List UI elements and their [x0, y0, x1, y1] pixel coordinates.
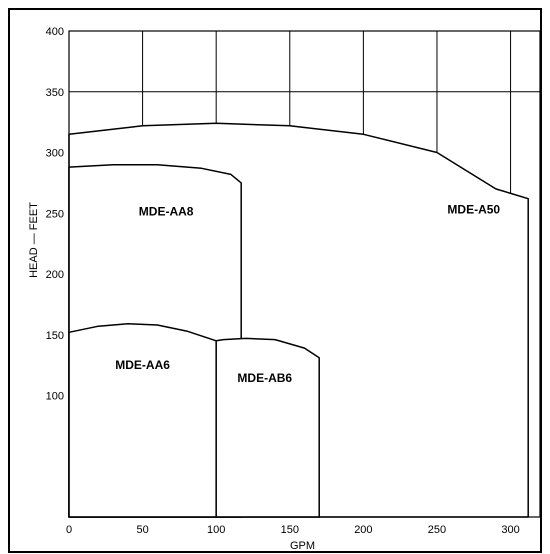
y-tick-label: 350: [46, 87, 64, 99]
region-label-mde-a50: MDE-A50: [447, 202, 500, 216]
y-axis-title: HEAD — FEET: [28, 202, 40, 278]
region-label-mde-aa8: MDE-AA8: [139, 205, 194, 219]
x-tick-label: 200: [354, 524, 372, 536]
x-tick-label: 0: [66, 524, 72, 536]
region-label-mde-ab6: MDE-AB6: [237, 371, 292, 385]
region-label-mde-aa6: MDE-AA6: [115, 358, 170, 372]
y-tick-label: 400: [46, 26, 64, 38]
x-tick-label: 150: [281, 524, 299, 536]
x-tick-label: 300: [501, 524, 519, 536]
x-tick-label: 250: [428, 524, 446, 536]
x-tick-labels: 0 50 100 150 200 250 300: [66, 524, 520, 536]
y-tick-label: 300: [46, 148, 64, 160]
region-mde-aa6: [68, 323, 217, 518]
region-mde-ab6: [215, 337, 320, 518]
y-tick-label: 100: [46, 391, 64, 403]
region-outlines: [68, 122, 529, 518]
plot-frame: [68, 30, 541, 518]
y-tick-label: 250: [46, 208, 64, 220]
y-tick-label: 150: [46, 330, 64, 342]
y-tick-labels: 100 150 200 250 300 350 400: [46, 26, 64, 403]
region-labels: MDE-A50 MDE-AA8 MDE-AA6 MDE-AB6: [115, 202, 500, 385]
x-tick-label: 100: [207, 524, 225, 536]
x-tick-label: 50: [136, 524, 148, 536]
x-axis-title: GPM: [290, 540, 315, 552]
y-tick-label: 200: [46, 269, 64, 281]
